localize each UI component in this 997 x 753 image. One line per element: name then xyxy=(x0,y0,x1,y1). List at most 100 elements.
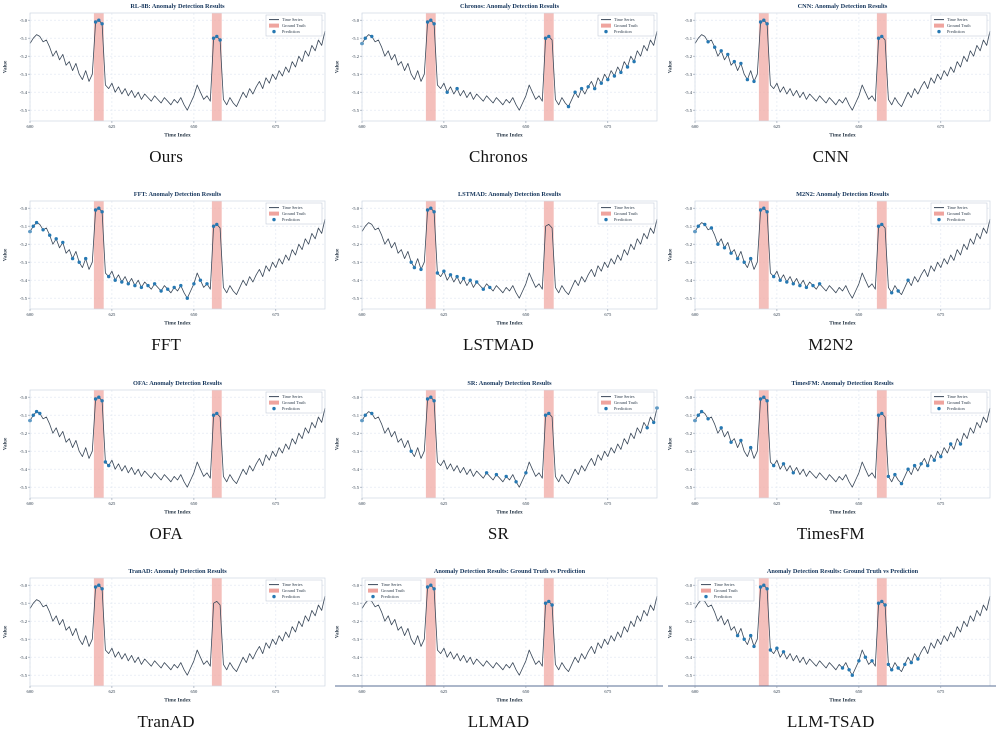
prediction-dots xyxy=(706,18,884,84)
svg-text:-5.2: -5.2 xyxy=(685,619,693,624)
panel-ours: 600 625 650 675 -5.0 -5.1 -5.2 -5.3 -5.4 -5.5 RL-8… xyxy=(0,0,332,188)
x-axis-ticks: 600 625 650 675 xyxy=(691,497,945,506)
svg-text:-5.2: -5.2 xyxy=(20,54,28,59)
svg-text:600: 600 xyxy=(27,689,35,694)
svg-text:-5.2: -5.2 xyxy=(352,54,360,59)
svg-text:650: 650 xyxy=(855,124,863,129)
x-axis-ticks: 600 625 650 675 xyxy=(691,685,945,694)
y-axis-label: Value xyxy=(3,625,9,638)
svg-text:Ground Truth: Ground Truth xyxy=(282,23,306,28)
prediction-dots xyxy=(693,395,963,485)
svg-text:-5.0: -5.0 xyxy=(352,394,360,399)
prediction-dots xyxy=(735,583,920,677)
svg-text:-5.3: -5.3 xyxy=(352,260,360,265)
prediction-dots xyxy=(94,583,104,591)
svg-text:-5.1: -5.1 xyxy=(685,601,693,606)
svg-text:-5.5: -5.5 xyxy=(685,108,693,113)
chart-title: SR: Anomaly Detection Results xyxy=(468,380,553,387)
svg-text:Prediction: Prediction xyxy=(614,406,633,411)
x-axis-ticks: 600 625 650 675 xyxy=(691,309,945,317)
y-axis-label: Value xyxy=(3,437,9,450)
m2n2-chart: 600 625 650 675 -5.0 -5.1 -5.2 -5.3 -5.4 -5.5 M2N2… xyxy=(667,191,991,327)
svg-text:-5.4: -5.4 xyxy=(352,90,360,95)
ground-truth-bands xyxy=(94,201,222,310)
chart-title: TranAD: Anomaly Detection Results xyxy=(128,568,227,575)
svg-text:-5.1: -5.1 xyxy=(685,36,693,41)
x-axis-label: Time Index xyxy=(829,133,856,139)
y-axis-label: Value xyxy=(667,248,673,261)
chart-title: FFT: Anomaly Detection Results xyxy=(134,191,222,198)
y-axis-ticks: -5.0 -5.1 -5.2 -5.3 -5.4 -5.5 xyxy=(352,583,363,678)
plot-border xyxy=(694,12,991,122)
svg-text:-5.4: -5.4 xyxy=(352,466,360,471)
plot-border xyxy=(29,577,326,687)
svg-text:-5.4: -5.4 xyxy=(20,90,28,95)
x-axis-ticks: 600 625 650 675 xyxy=(691,121,945,129)
svg-text:-5.2: -5.2 xyxy=(20,430,28,435)
legend-band-swatch xyxy=(933,211,944,216)
svg-text:625: 625 xyxy=(441,501,449,506)
x-axis-label: Time Index xyxy=(164,321,191,327)
svg-text:-5.4: -5.4 xyxy=(352,655,360,660)
y-axis-ticks: -5.0 -5.1 -5.2 -5.3 -5.4 -5.5 xyxy=(685,206,695,301)
panel-tranad: 600 625 650 675 -5.0 -5.1 -5.2 -5.3 -5.4 -5.5 Tran… xyxy=(0,565,332,753)
legend-dot-swatch xyxy=(604,406,609,410)
svg-text:-5.1: -5.1 xyxy=(20,412,28,417)
svg-text:600: 600 xyxy=(27,124,35,129)
prediction-dots xyxy=(360,395,660,483)
svg-text:-5.3: -5.3 xyxy=(352,637,360,642)
time-series-line xyxy=(29,396,326,488)
legend-band-swatch xyxy=(601,400,612,405)
chart-title: LSTMAD: Anomaly Detection Results xyxy=(458,191,562,198)
svg-text:Time Series: Time Series xyxy=(282,582,303,587)
svg-text:Time Series: Time Series xyxy=(714,582,735,587)
y-axis-label: Value xyxy=(3,60,9,73)
svg-text:Prediction: Prediction xyxy=(282,594,301,599)
svg-text:-5.2: -5.2 xyxy=(20,242,28,247)
svg-text:600: 600 xyxy=(27,501,35,506)
svg-text:625: 625 xyxy=(773,312,781,317)
chart-title: M2N2: Anomaly Detection Results xyxy=(796,191,889,198)
panel-ofa: 600 625 650 675 -5.0 -5.1 -5.2 -5.3 -5.4 -5.5 OFA:… xyxy=(0,377,332,565)
svg-text:-5.0: -5.0 xyxy=(352,583,360,588)
svg-text:-5.3: -5.3 xyxy=(20,72,28,77)
y-axis-label: Value xyxy=(667,60,673,73)
y-axis-ticks: -5.0 -5.1 -5.2 -5.3 -5.4 -5.5 xyxy=(685,583,695,678)
svg-text:600: 600 xyxy=(691,689,699,694)
svg-text:Ground Truth: Ground Truth xyxy=(282,211,306,216)
chart-caption-sr: SR xyxy=(487,523,510,543)
legend-band-swatch xyxy=(269,400,280,405)
svg-text:-5.4: -5.4 xyxy=(685,278,693,283)
svg-text:Time Series: Time Series xyxy=(381,582,402,587)
panel-fft: 600 625 650 675 -5.0 -5.1 -5.2 -5.3 -5.4 -5.5 FFT:… xyxy=(0,188,332,376)
svg-text:-5.1: -5.1 xyxy=(352,224,360,229)
svg-text:-5.0: -5.0 xyxy=(20,18,28,23)
svg-text:-5.1: -5.1 xyxy=(20,224,28,229)
svg-text:-5.1: -5.1 xyxy=(352,412,360,417)
svg-text:-5.3: -5.3 xyxy=(685,260,693,265)
svg-text:600: 600 xyxy=(691,124,699,129)
chronos-chart: 600 625 650 675 -5.0 -5.1 -5.2 -5.3 -5.4 -5.5 Chro… xyxy=(335,3,658,139)
svg-text:-5.5: -5.5 xyxy=(20,484,28,489)
legend-band-swatch xyxy=(269,588,280,593)
svg-text:Ground Truth: Ground Truth xyxy=(614,400,638,405)
svg-text:-5.0: -5.0 xyxy=(352,18,360,23)
chart-title: RL-8B: Anomaly Detection Results xyxy=(131,3,226,10)
x-axis-label: Time Index xyxy=(497,697,524,703)
y-axis-ticks: -5.0 -5.1 -5.2 -5.3 -5.4 -5.5 xyxy=(352,206,363,301)
sr-chart: 600 625 650 675 -5.0 -5.1 -5.2 -5.3 -5.4 -5.5 SR: … xyxy=(335,380,660,515)
legend-dot-swatch xyxy=(937,29,941,34)
svg-text:Ground Truth: Ground Truth xyxy=(282,588,306,593)
ours-chart: 600 625 650 675 -5.0 -5.1 -5.2 -5.3 -5.4 -5.5 RL-8… xyxy=(3,3,326,139)
svg-text:625: 625 xyxy=(773,124,781,129)
x-axis-label: Time Index xyxy=(497,321,524,327)
svg-text:Ground Truth: Ground Truth xyxy=(947,23,971,28)
ground-truth-bands xyxy=(94,13,222,121)
svg-text:675: 675 xyxy=(273,124,281,129)
x-axis-ticks: 600 625 650 675 xyxy=(359,121,612,129)
